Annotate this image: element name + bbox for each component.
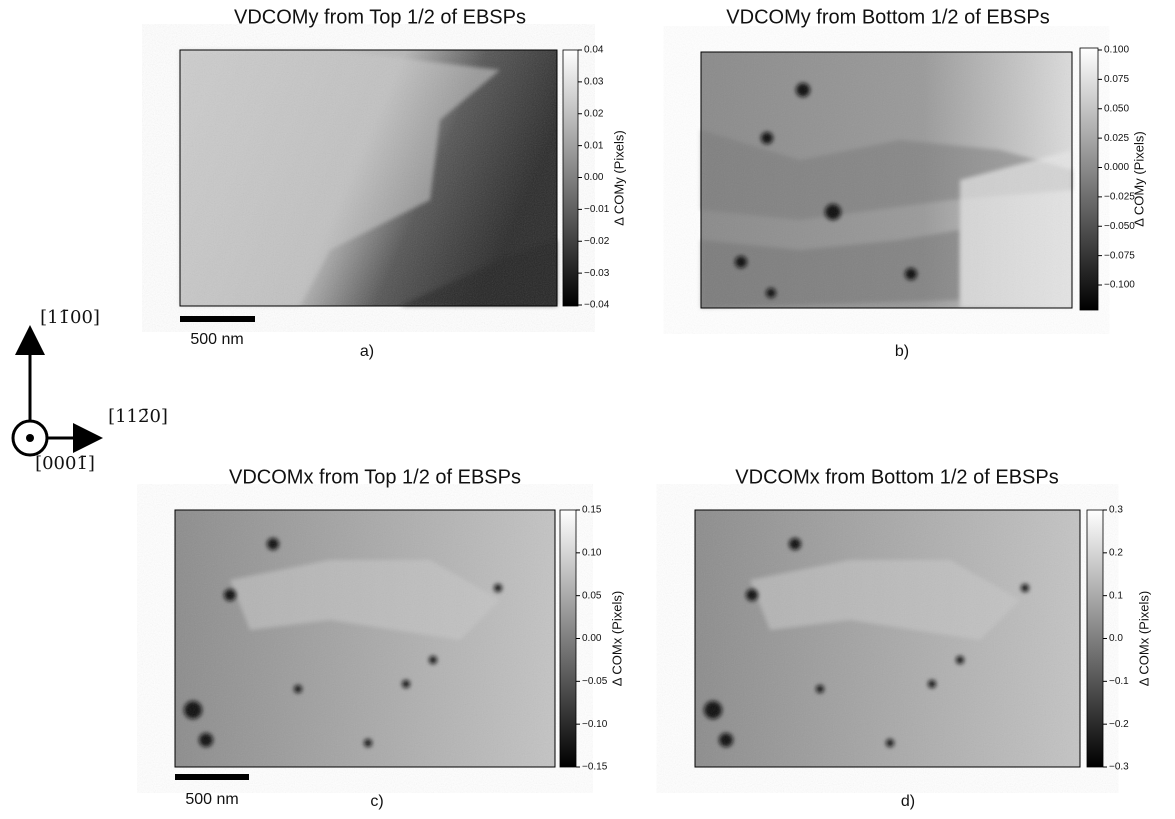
colorbar-label: Δ COMy (Pixels)	[611, 130, 626, 225]
colorbar-tick-label: 0.000	[1104, 162, 1129, 173]
map-a	[179, 49, 558, 307]
colorbar-tick-label: 0.050	[1104, 103, 1129, 114]
colorbar-tick-label: −0.100	[1104, 280, 1135, 291]
scale-label: 500 nm	[185, 791, 238, 808]
map-b	[700, 51, 1073, 309]
colorbar-label: Δ COMx (Pixels)	[1136, 591, 1151, 686]
colorbar-tick-label: −0.2	[1109, 719, 1129, 730]
colorbar-tick-label: −0.050	[1104, 221, 1135, 232]
colorbar	[559, 509, 577, 768]
panel-title: VDCOMy from Bottom 1/2 of EBSPs	[726, 6, 1049, 28]
panel-title: VDCOMx from Top 1/2 of EBSPs	[229, 466, 521, 488]
colorbar-tick-label: −0.05	[582, 676, 608, 687]
colorbar-tick-label: 0.2	[1109, 547, 1123, 558]
colorbar-tick-label: 0.05	[582, 590, 602, 601]
panel-label: a)	[360, 343, 374, 360]
colorbar-tick-label: 0.04	[584, 45, 604, 56]
panel-label: d)	[901, 793, 915, 810]
colorbar-tick-label: −0.3	[1109, 762, 1129, 773]
scale-bar	[180, 316, 255, 322]
colorbar-tick-label: −0.03	[584, 268, 610, 279]
colorbar-tick-label: −0.02	[584, 236, 610, 247]
panel-title: VDCOMy from Top 1/2 of EBSPs	[234, 6, 526, 28]
scale-bar	[175, 774, 249, 780]
direction-diagram: [11̄00] [112̄0] [0001̄]	[11, 307, 168, 474]
colorbar-tick-label: −0.1	[1109, 676, 1129, 687]
colorbar	[562, 49, 579, 307]
colorbar-label: Δ COMx (Pixels)	[609, 591, 624, 686]
colorbar-tick-label: 0.100	[1104, 45, 1129, 56]
colorbar-tick-label: −0.025	[1104, 192, 1135, 203]
panel-label: b)	[895, 343, 909, 360]
colorbar	[1086, 509, 1104, 768]
colorbar-tick-label: 0.02	[584, 108, 604, 119]
colorbar-tick-label: 0.3	[1109, 505, 1123, 516]
map-d	[694, 509, 1081, 768]
panel-title: VDCOMx from Bottom 1/2 of EBSPs	[735, 466, 1058, 488]
colorbar-label: Δ COMy (Pixels)	[1131, 131, 1146, 226]
colorbar-tick-label: 0.15	[582, 505, 602, 516]
map-c	[174, 509, 556, 768]
colorbar-tick-label: 0.00	[584, 172, 604, 183]
colorbar-tick-label: 0.03	[584, 77, 604, 88]
scale-label: 500 nm	[190, 331, 243, 348]
direction-label: [11̄00]	[40, 307, 100, 328]
colorbar	[1079, 47, 1099, 311]
colorbar-tick-label: 0.025	[1104, 133, 1129, 144]
direction-label: [0001̄]	[35, 453, 95, 474]
panel-label: c)	[370, 793, 383, 810]
colorbar-tick-label: −0.15	[582, 762, 608, 773]
colorbar-tick-label: 0.10	[582, 547, 602, 558]
colorbar-tick-label: 0.00	[582, 633, 602, 644]
colorbar-tick-label: 0.01	[584, 140, 604, 151]
colorbar-tick-label: 0.0	[1109, 633, 1123, 644]
colorbar-tick-label: −0.075	[1104, 250, 1135, 261]
colorbar-tick-label: −0.10	[582, 719, 608, 730]
colorbar-tick-label: −0.04	[584, 300, 610, 311]
colorbar-tick-label: 0.1	[1109, 590, 1123, 601]
direction-label: [112̄0]	[108, 406, 168, 427]
colorbar-tick-label: −0.01	[584, 204, 610, 215]
colorbar-tick-label: 0.075	[1104, 74, 1129, 85]
